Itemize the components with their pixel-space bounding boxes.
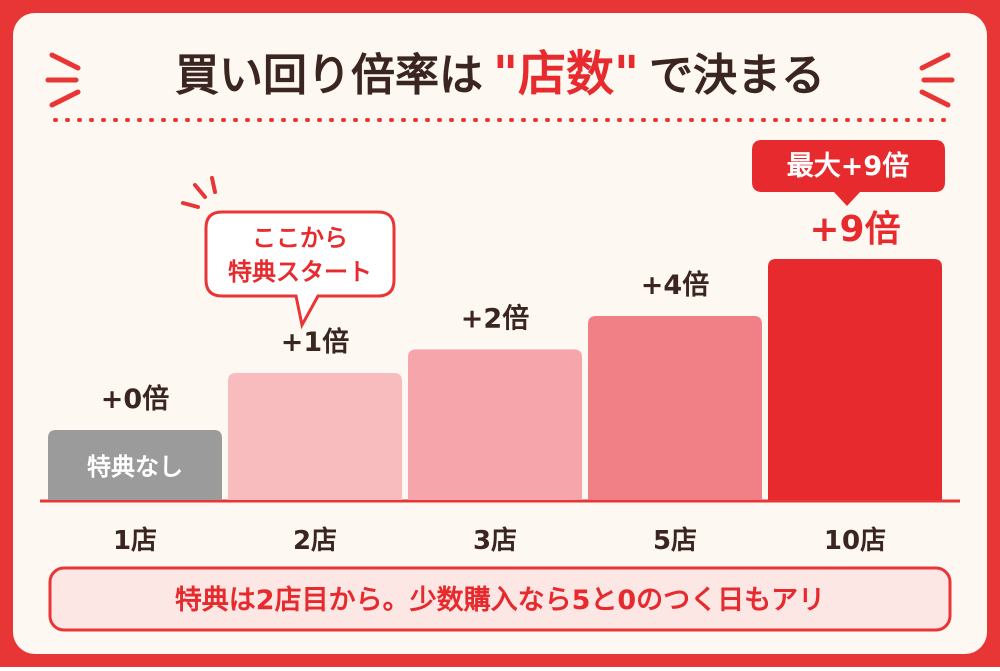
x-tick-label: 5店: [653, 526, 697, 556]
callout-max: 最大+9倍: [752, 140, 945, 206]
callout-start: ここから 特典スタート: [181, 176, 396, 330]
bar: [48, 430, 222, 500]
note: 特典は2店目から。少数購入なら5と0のつく日もアリ: [175, 585, 825, 616]
chart-title: 買い回り倍率は "店数" で決まる: [175, 46, 825, 102]
callout-text: 特典スタート: [228, 258, 372, 286]
title-part: で決まる: [649, 50, 825, 101]
callout-box: [752, 140, 945, 206]
value-label: +1倍: [281, 326, 349, 358]
title-part: 買い回り倍率は: [175, 50, 483, 101]
x-tick-label: 10店: [824, 526, 886, 556]
bar: [768, 259, 942, 500]
x-tick-label: 2店: [293, 526, 337, 556]
value-label: +9倍: [809, 209, 900, 250]
bar: [408, 349, 582, 500]
bars: +0倍 1店 特典なし +1倍 2店 +2倍 3店 +4倍 5店 +9倍 10店: [48, 209, 942, 556]
bar: [228, 373, 402, 500]
title-sparks: [45, 52, 955, 108]
callout-box: [204, 210, 396, 330]
callout-sparks: [181, 176, 217, 209]
callout-text: 最大+9倍: [787, 150, 909, 182]
bar: [588, 316, 762, 500]
x-tick-label: 1店: [113, 526, 157, 556]
bar-note: 特典なし: [87, 453, 183, 481]
value-label: +0倍: [101, 383, 169, 415]
title-highlight: "店数": [493, 46, 639, 102]
value-label: +2倍: [461, 302, 529, 334]
callout-text: ここから: [252, 224, 348, 252]
x-tick-label: 3店: [473, 526, 517, 556]
note-box: [48, 566, 952, 632]
value-label: +4倍: [641, 269, 709, 301]
